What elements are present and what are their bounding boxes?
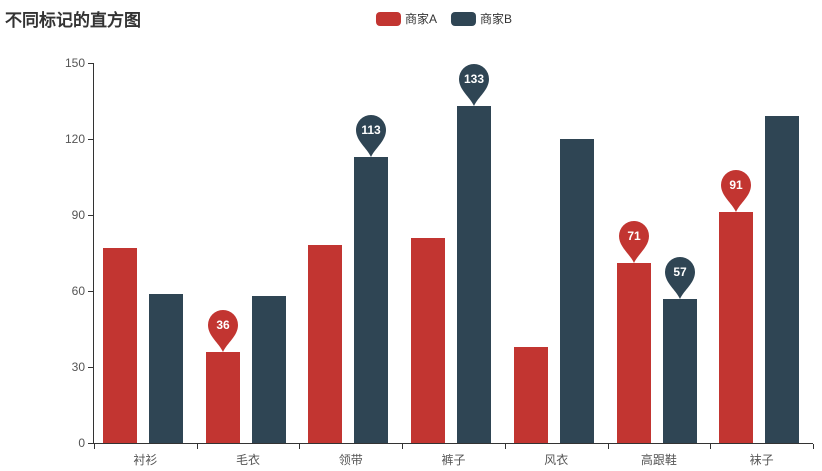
chart-title: 不同标记的直方图 [5, 11, 141, 30]
plot-area: 0 30 60 90 120 150 衬衫 毛衣 领带 裤子 风衣 高跟鞋 袜子 36 71 91 113 133… [65, 56, 814, 467]
x-axis-tick-mark [196, 444, 198, 449]
mark-point-pin-商家A-高跟鞋: 71 [618, 221, 649, 264]
svg-text:57: 57 [673, 265, 687, 279]
y-axis-tick-mark [88, 63, 93, 64]
bar-商家A-毛衣[interactable] [205, 351, 240, 443]
bar-商家B-高跟鞋[interactable] [662, 298, 697, 443]
bar-商家B-风衣[interactable] [559, 139, 594, 443]
y-axis-tick-mark [88, 367, 93, 368]
x-axis-tick-mark [94, 444, 95, 449]
bar-商家A-衬衫[interactable] [103, 247, 137, 443]
bar-商家A-袜子[interactable] [719, 212, 754, 443]
mark-point-pin-商家A-袜子: 91 [721, 170, 752, 213]
y-axis-tick-mark [88, 443, 93, 444]
x-axis-category-label: 裤子 [441, 453, 466, 467]
svg-text:71: 71 [627, 229, 641, 243]
y-axis-tick-label: 120 [64, 132, 85, 146]
mark-point-pin-商家B-高跟鞋: 57 [664, 256, 695, 299]
bar-商家A-领带[interactable] [308, 245, 343, 443]
x-axis-tick-mark [607, 444, 609, 449]
bar-商家B-裤子[interactable] [457, 106, 492, 443]
x-axis-tick-mark [299, 444, 301, 449]
bar-商家A-裤子[interactable] [411, 237, 446, 443]
y-axis-tick-label: 150 [64, 56, 85, 70]
x-axis-category-label: 领带 [338, 453, 363, 467]
y-axis-tick-label: 90 [71, 208, 85, 222]
legend-item-series-b[interactable]: 商家B [451, 10, 512, 27]
x-axis-tick-mark [504, 444, 506, 449]
mark-point-pin-商家B-领带: 113 [356, 114, 387, 157]
bar-商家A-高跟鞋[interactable] [616, 263, 651, 443]
bar-商家B-衬衫[interactable] [149, 293, 183, 443]
y-axis-tick-mark [88, 291, 93, 292]
svg-text:113: 113 [362, 123, 382, 137]
y-axis-tick-label: 60 [71, 284, 85, 298]
x-axis-category-label: 衬衫 [133, 453, 158, 467]
legend-label-series-b: 商家B [480, 12, 513, 26]
y-axis-tick-mark [88, 215, 93, 216]
y-axis-tick-mark [88, 139, 93, 140]
mark-point-pin-商家A-毛衣: 36 [207, 309, 238, 352]
bar-商家B-毛衣[interactable] [251, 296, 286, 443]
bar-商家B-袜子[interactable] [765, 116, 800, 443]
x-axis-tick-mark [402, 444, 404, 449]
bar-商家B-领带[interactable] [354, 156, 389, 443]
x-axis-category-label: 高跟鞋 [640, 453, 677, 467]
svg-text:36: 36 [216, 318, 230, 332]
x-axis-category-label: 风衣 [544, 453, 569, 467]
x-axis-category-label: 毛衣 [236, 453, 261, 467]
x-axis-category-label: 袜子 [749, 453, 774, 467]
legend-swatch-series-b [451, 11, 476, 26]
y-axis-tick-label: 0 [78, 436, 85, 450]
legend: 商家A 商家B [375, 10, 512, 27]
y-axis-tick-label: 30 [71, 360, 85, 374]
legend-item-series-a[interactable]: 商家A [375, 10, 437, 27]
svg-text:133: 133 [464, 72, 484, 86]
x-axis-tick-mark [710, 444, 712, 449]
bar-商家A-风衣[interactable] [513, 346, 548, 443]
legend-swatch-series-a [375, 11, 401, 26]
svg-text:91: 91 [730, 178, 744, 192]
legend-label-series-a: 商家A [404, 12, 437, 26]
mark-point-pin-商家B-裤子: 133 [459, 64, 490, 107]
x-axis-tick-mark [813, 444, 814, 449]
